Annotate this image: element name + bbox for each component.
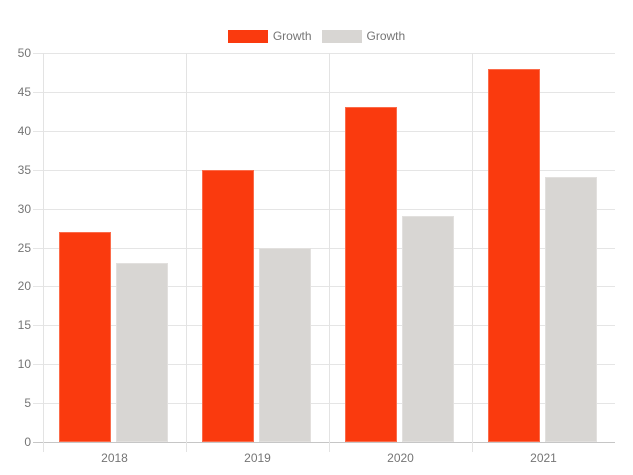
y-axis-line — [43, 53, 44, 452]
legend: Growth Growth — [0, 29, 633, 43]
y-axis-label: 0 — [24, 435, 31, 449]
legend-swatch-icon — [321, 29, 362, 43]
y-axis-label: 5 — [24, 396, 31, 411]
gridline-horizontal — [33, 169, 615, 171]
y-axis-label: 40 — [17, 123, 31, 138]
gridline-horizontal — [33, 364, 615, 366]
gridline-horizontal — [33, 325, 615, 327]
x-axis-label-2019: 2019 — [244, 451, 271, 465]
y-axis-label: 10 — [17, 357, 31, 372]
y-axis-label: 30 — [17, 201, 31, 216]
y-axis-label: 15 — [17, 318, 31, 333]
legend-item-1[interactable]: Growth — [227, 29, 312, 43]
legend-swatch-icon — [227, 29, 268, 43]
plot-area — [33, 53, 615, 452]
gridline-horizontal — [33, 286, 615, 288]
gridline-vertical — [472, 53, 473, 452]
bar-series2-2020 — [402, 216, 454, 442]
x-axis-label-2020: 2020 — [387, 451, 414, 465]
bar-series1-2019 — [202, 169, 254, 442]
gridline-horizontal — [33, 403, 615, 405]
bar-series2-2021 — [545, 177, 597, 442]
legend-label: Growth — [366, 29, 406, 43]
y-axis-label: 45 — [17, 84, 31, 99]
gridline-vertical — [329, 53, 330, 452]
y-axis-label: 50 — [17, 46, 31, 60]
gridline-vertical — [186, 53, 187, 452]
bar-series1-2021 — [488, 68, 540, 442]
y-axis-label: 25 — [17, 240, 31, 255]
y-axis-label: 35 — [17, 162, 31, 177]
legend-label: Growth — [272, 29, 312, 43]
bar-series1-2020 — [345, 107, 397, 442]
bar-series2-2018 — [116, 263, 168, 442]
bar-series1-2018 — [59, 231, 111, 442]
x-axis-label-2018: 2018 — [101, 451, 128, 465]
x-axis-line — [33, 442, 615, 443]
gridline-horizontal — [33, 208, 615, 210]
y-axis-label: 20 — [17, 279, 31, 294]
gridline-horizontal — [33, 53, 615, 54]
x-axis-label-2021: 2021 — [530, 451, 557, 465]
legend-item-2[interactable]: Growth — [321, 29, 406, 43]
bar-series2-2019 — [259, 247, 311, 442]
gridline-horizontal — [33, 91, 615, 93]
gridline-horizontal — [33, 247, 615, 249]
gridline-horizontal — [33, 130, 615, 132]
